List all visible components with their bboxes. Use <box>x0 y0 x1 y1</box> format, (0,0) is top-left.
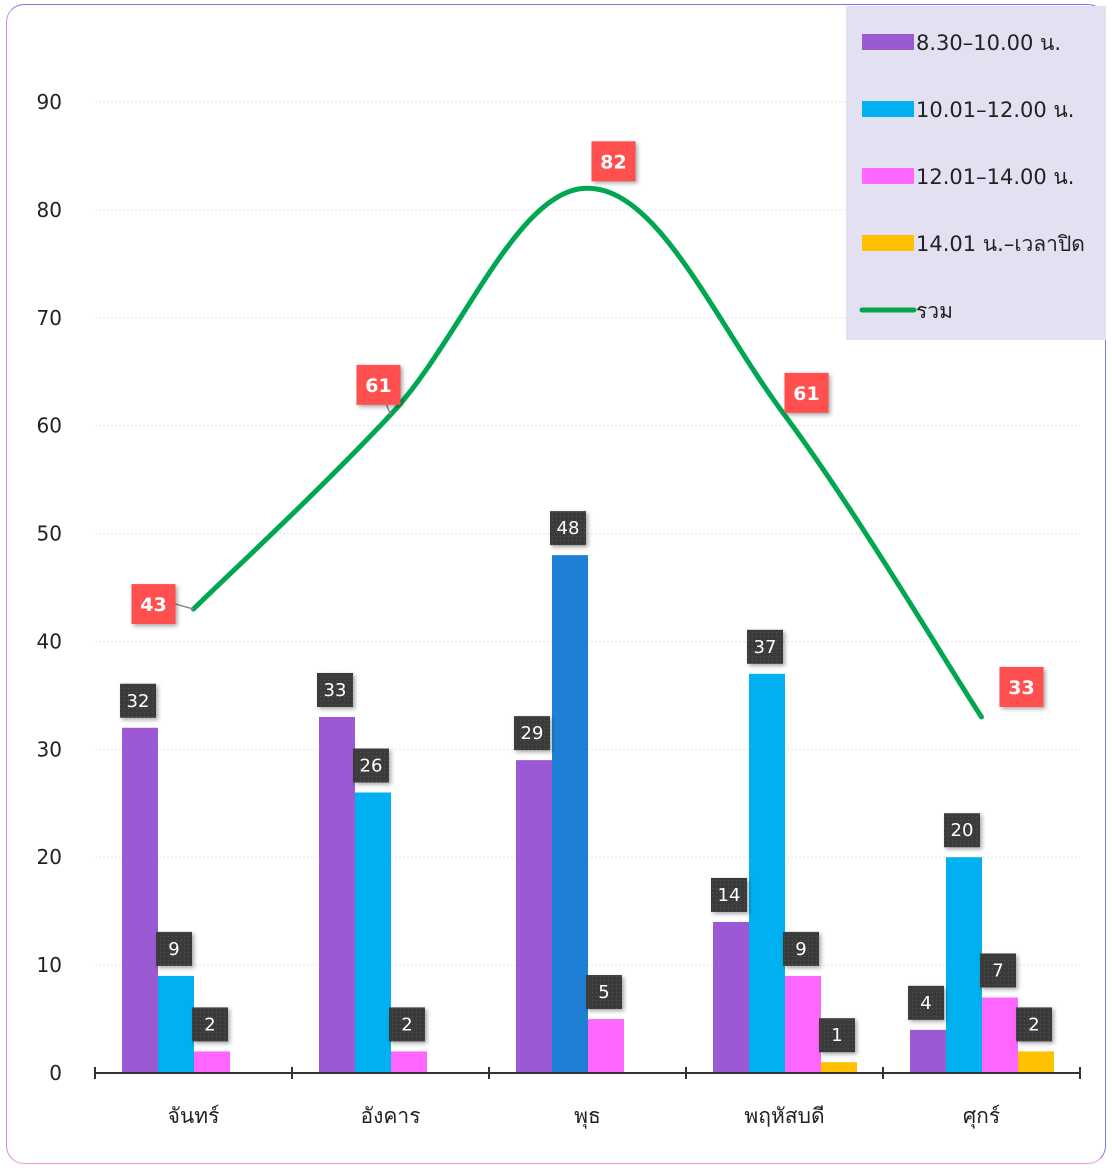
y-tick-label: 80 <box>37 198 62 222</box>
y-tick-label: 70 <box>37 306 62 330</box>
bar <box>158 975 194 1073</box>
bar <box>785 975 821 1073</box>
bar-label-box <box>783 931 819 966</box>
legend-swatch <box>862 235 914 251</box>
bar-label: 1 <box>831 1025 842 1046</box>
bar-label-box <box>747 629 783 664</box>
bar-label: 48 <box>557 518 580 539</box>
bars-layer <box>122 555 1054 1073</box>
bar-label: 7 <box>992 960 1003 981</box>
legend-swatch <box>862 168 914 184</box>
line-layer <box>191 185 984 720</box>
bar-label: 14 <box>718 885 741 906</box>
total-label-leader <box>175 603 194 610</box>
total-label: 61 <box>793 383 819 405</box>
y-tick-label: 60 <box>37 414 62 438</box>
bar-label: 33 <box>324 680 347 701</box>
bar-label-box <box>353 748 389 783</box>
total-label-leader <box>385 404 392 416</box>
bar <box>821 1062 857 1073</box>
bar-label-box <box>192 1007 228 1042</box>
bar-label-box <box>389 1007 425 1042</box>
total-line <box>191 185 984 720</box>
y-tick-label: 30 <box>37 737 62 761</box>
bar <box>982 997 1018 1073</box>
total-label: 43 <box>140 594 166 616</box>
bar <box>749 673 785 1073</box>
legend-swatch <box>862 34 914 50</box>
y-tick-label: 90 <box>37 90 62 114</box>
bar-label-box <box>944 813 980 848</box>
bar-label-box <box>514 716 550 751</box>
y-tick-label: 50 <box>37 522 62 546</box>
total-label: 61 <box>365 375 391 397</box>
bar-label: 2 <box>401 1014 412 1035</box>
bar-label: 37 <box>754 637 777 658</box>
bar-label: 9 <box>795 939 806 960</box>
bar-label-box <box>819 1018 855 1053</box>
total-label-box <box>999 666 1044 707</box>
bar <box>713 921 749 1073</box>
total-label: 33 <box>1008 677 1034 699</box>
legend-label: 14.01 น.–เวลาปิด <box>916 232 1085 256</box>
bar <box>552 555 588 1073</box>
bar-label: 26 <box>360 755 383 776</box>
bar-label: 20 <box>951 820 974 841</box>
category-label: พุธ <box>574 1104 601 1129</box>
bar-label-box <box>908 985 944 1020</box>
bar-label-box <box>586 975 622 1010</box>
bar-label: 2 <box>1028 1014 1039 1035</box>
y-tick-label: 0 <box>49 1061 62 1085</box>
bar-label-box <box>550 511 586 546</box>
y-tick-label: 20 <box>37 845 62 869</box>
legend-label: 10.01–12.00 น. <box>916 98 1074 122</box>
bar <box>391 1051 427 1073</box>
category-label: จันทร์ <box>168 1104 220 1128</box>
bar-label-box <box>120 683 156 718</box>
bar-label-box <box>317 672 353 707</box>
bar <box>1018 1051 1054 1073</box>
axis-layer: 0 10 20 30 40 50 60 70 80 90 จันทร์ อังคาร พุธ พฤหัสบ… <box>37 90 1081 1129</box>
bar-label-box <box>156 931 192 966</box>
bar <box>516 760 552 1073</box>
bar <box>122 727 158 1073</box>
bar <box>588 1019 624 1073</box>
legend-layer: 8.30–10.00 น. 10.01–12.00 น. 12.01–14.00 น… <box>846 6 1106 340</box>
bar <box>194 1051 230 1073</box>
bar <box>355 792 391 1073</box>
legend-label: 12.01–14.00 น. <box>916 165 1074 189</box>
bar-label-box <box>980 953 1016 988</box>
bar-label: 32 <box>127 691 150 712</box>
bar <box>319 716 355 1073</box>
bar-label: 9 <box>168 939 179 960</box>
legend-swatch <box>862 101 914 117</box>
bar-label-box <box>1016 1007 1052 1042</box>
legend-label: 8.30–10.00 น. <box>916 31 1061 55</box>
bar-label: 2 <box>204 1014 215 1035</box>
bar <box>910 1029 946 1073</box>
y-tick-label: 40 <box>37 629 62 653</box>
category-label: อังคาร <box>361 1104 421 1128</box>
total-label: 82 <box>600 151 626 173</box>
bar-label: 29 <box>521 723 544 744</box>
bar-label: 4 <box>920 993 931 1014</box>
bar-label: 5 <box>598 982 609 1003</box>
total-label-box <box>784 372 829 413</box>
y-tick-label: 10 <box>37 953 62 977</box>
bar-label-box <box>711 877 747 912</box>
category-label: ศุกร์ <box>963 1104 1000 1129</box>
total-label-box <box>356 364 401 405</box>
total-label-box <box>591 141 636 182</box>
legend-label: รวม <box>916 299 953 323</box>
category-label: พฤหัสบดี <box>744 1104 824 1128</box>
total-label-box <box>131 584 176 625</box>
bar <box>946 857 982 1073</box>
